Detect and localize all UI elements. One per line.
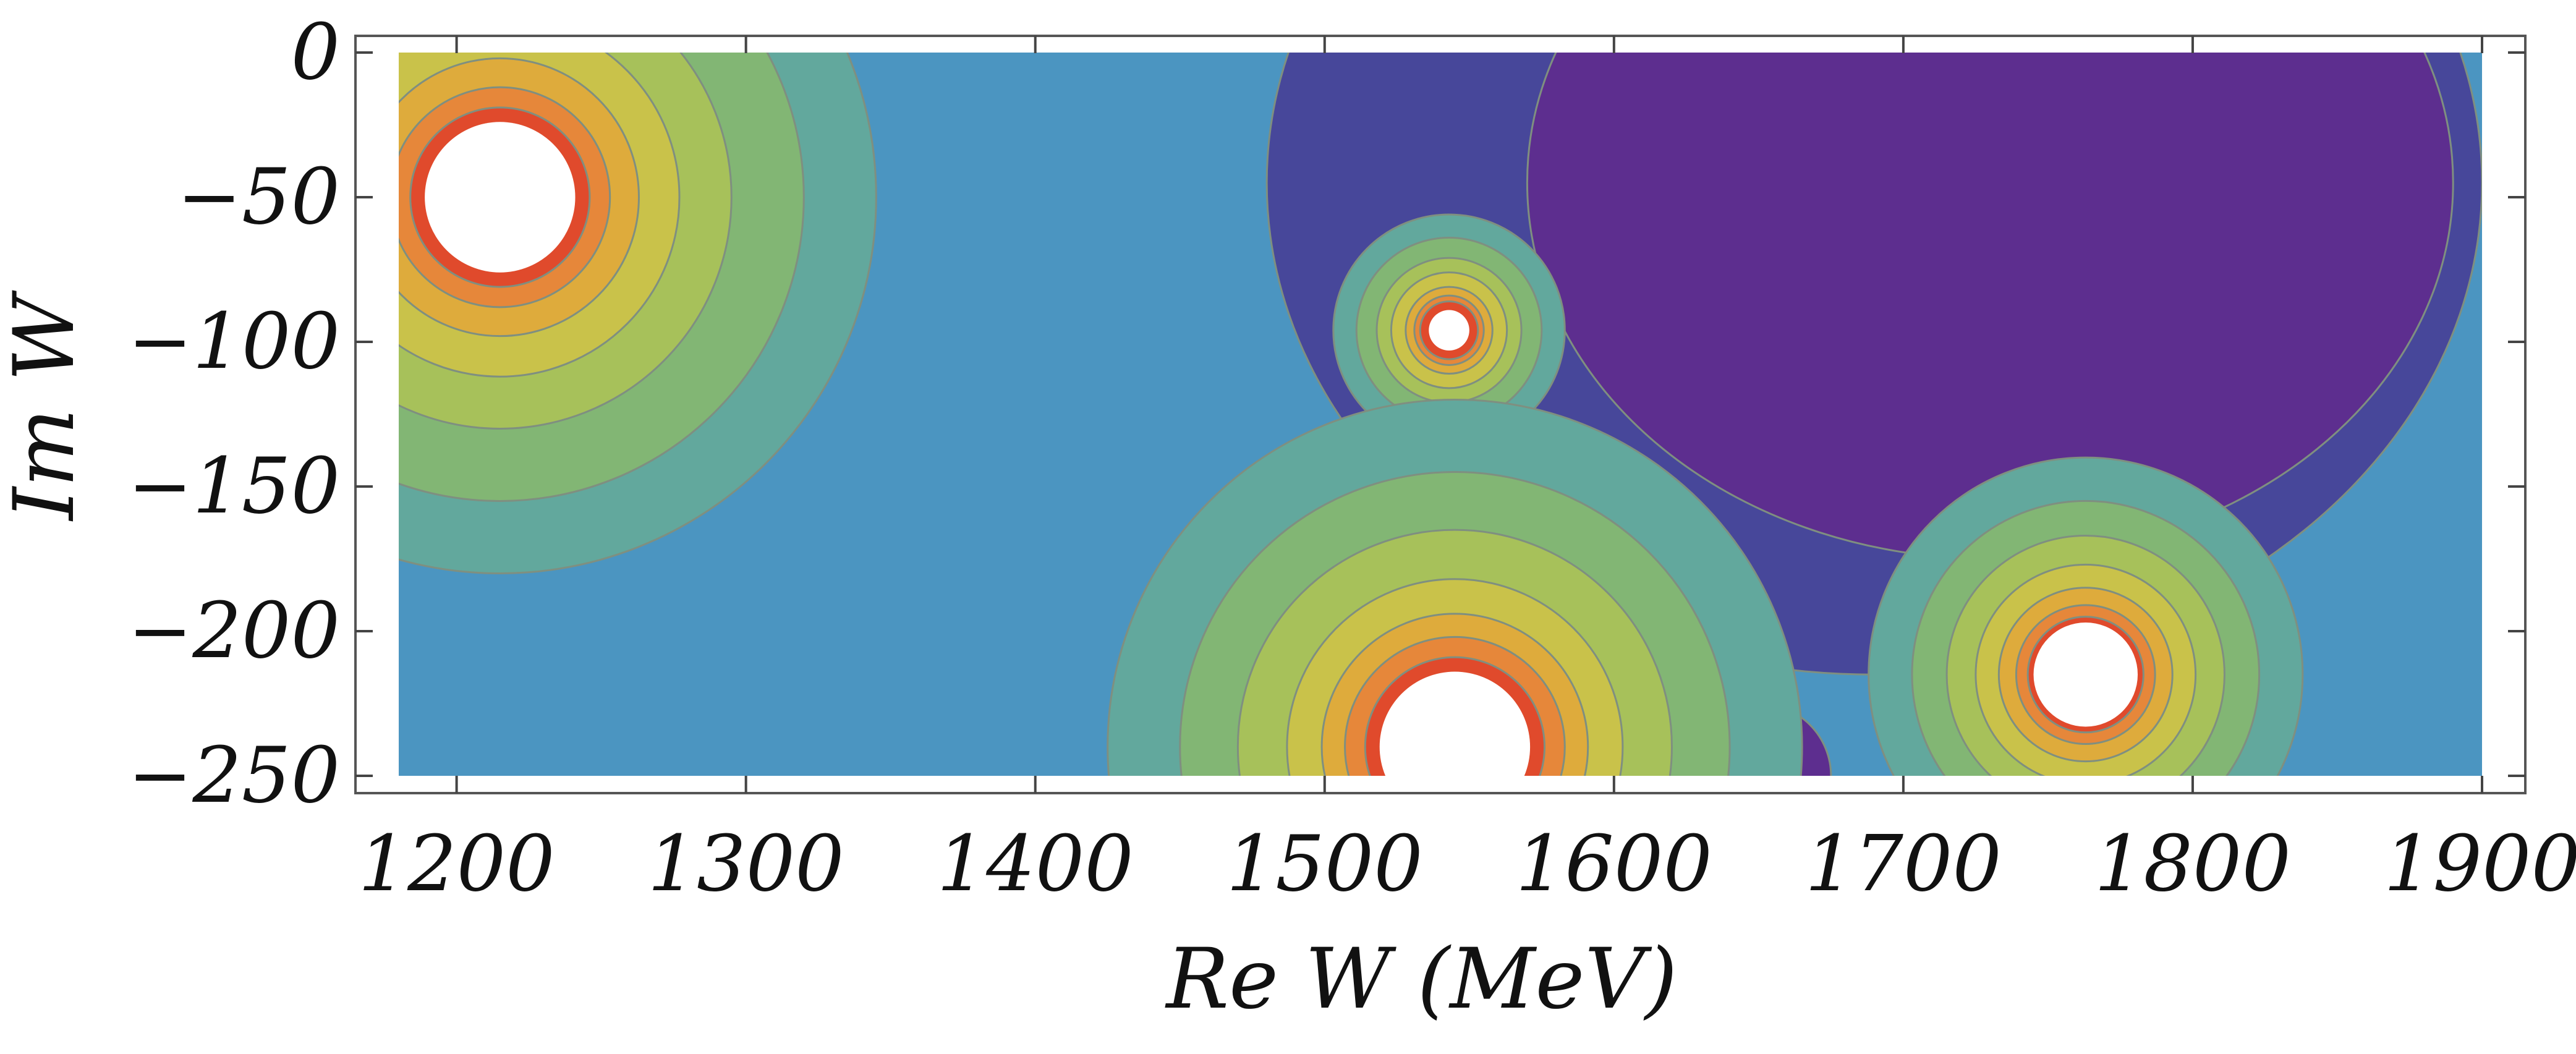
y-tick-label: −200 [128, 586, 340, 676]
pole-singularity [1429, 310, 1469, 351]
y-tick-label: −250 [128, 731, 340, 820]
y-tick-labels: 0 −50 −100 −150 −200 −250 [128, 7, 340, 820]
x-tick-label: 1400 [937, 819, 1134, 909]
x-tick-labels: 1200 1300 1400 1500 1600 1700 1800 1900 [359, 819, 2576, 909]
pole-singularity [1379, 671, 1531, 776]
y-tick-label: −100 [128, 297, 340, 386]
y-tick-label: −50 [177, 152, 340, 242]
x-tick-label: 1600 [1516, 819, 1712, 909]
x-tick-label: 1900 [2384, 819, 2576, 909]
x-axis-label: Re W (MeV) [1164, 930, 1677, 1027]
x-tick-label: 1300 [648, 819, 844, 909]
x-tick-label: 1500 [1226, 819, 1423, 909]
x-tick-label: 1700 [1805, 819, 2002, 909]
x-tick-label: 1200 [359, 819, 555, 909]
y-axis-label: Im W [0, 290, 93, 522]
x-tick-label: 1800 [2094, 819, 2291, 909]
pole-singularity [425, 122, 576, 273]
y-tick-label: −150 [128, 441, 340, 531]
pole-singularity [2033, 622, 2138, 727]
y-tick-label: 0 [291, 7, 340, 97]
plot-area [399, 53, 2482, 776]
frame-ticks [355, 36, 2525, 793]
contour-field [399, 53, 2482, 776]
